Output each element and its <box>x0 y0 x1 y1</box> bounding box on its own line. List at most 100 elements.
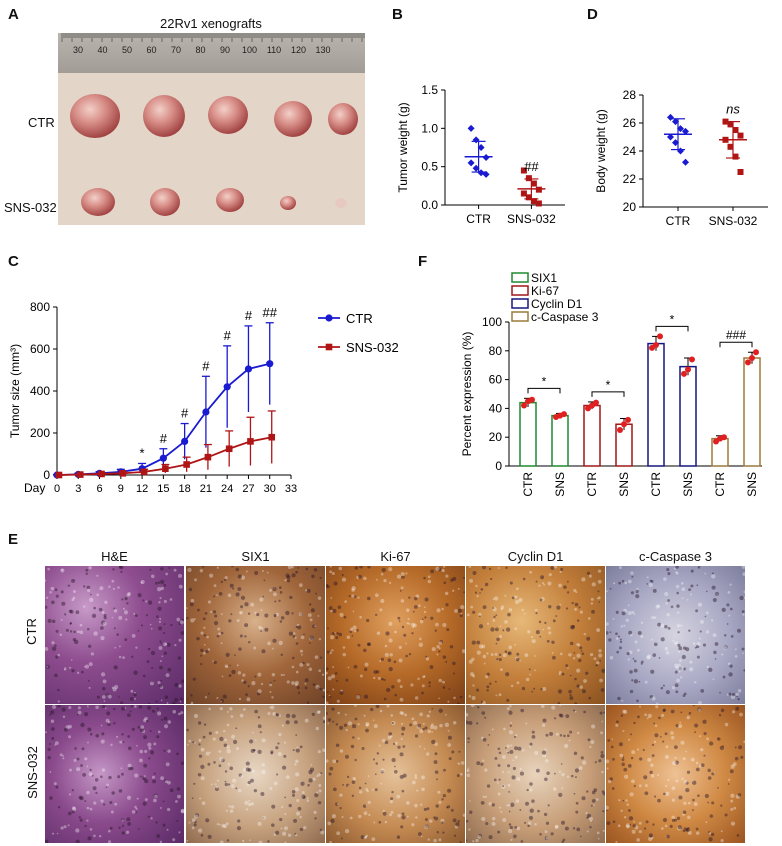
panel-label-a: A <box>8 6 19 23</box>
data-point <box>266 360 274 368</box>
ihc-row-label-sns032: SNS-032 <box>24 746 40 799</box>
y-tick-label: 24 <box>623 144 637 158</box>
legend-label: SIX1 <box>531 271 557 285</box>
y-axis-label: Tumor weight (g) <box>396 102 410 192</box>
legend-label: Ki-67 <box>531 284 559 298</box>
x-tick-label: SNS-032 <box>507 212 556 226</box>
legend-label: c-Caspase 3 <box>531 310 599 324</box>
y-tick-label: 26 <box>623 116 637 130</box>
data-point <box>521 402 527 409</box>
y-axis-label: Body weight (g) <box>595 109 608 192</box>
y-tick-label: 0 <box>43 468 50 482</box>
x-tick-label: CTR <box>521 472 535 497</box>
data-point <box>625 416 631 423</box>
data-point <box>657 333 663 340</box>
data-point <box>140 468 148 476</box>
y-axis-label: Percent expression (%) <box>460 332 474 457</box>
data-point <box>159 454 167 462</box>
data-point <box>561 411 567 418</box>
data-point <box>202 408 210 416</box>
x-tick-label: SNS <box>553 472 567 497</box>
significance-bracket <box>527 387 561 394</box>
data-point <box>268 433 276 441</box>
legend-label: SNS-032 <box>346 340 399 355</box>
data-point <box>745 359 751 366</box>
x-tick-label: CTR <box>649 472 663 497</box>
panel-label-e: E <box>8 531 19 548</box>
ruler-number: 90 <box>220 45 230 55</box>
significance-label: ## <box>262 305 277 320</box>
data-point <box>685 366 691 373</box>
xenograft-title: 22Rv1 xenografts <box>160 16 262 31</box>
data-point <box>467 124 475 132</box>
bar <box>551 414 569 467</box>
x-tick-label: SNS-032 <box>709 214 758 228</box>
ihc-texture <box>606 705 745 843</box>
panel-label-b: B <box>392 6 403 23</box>
data-point <box>223 383 231 391</box>
x-tick-label: 15 <box>157 483 169 495</box>
data-point <box>98 470 105 478</box>
x-tick-label: 18 <box>179 483 191 495</box>
x-tick-label: 24 <box>221 483 233 495</box>
data-point <box>183 461 190 468</box>
data-point <box>247 438 254 445</box>
ihc-image-ctr-0 <box>45 566 184 704</box>
y-tick-label: 600 <box>30 342 50 356</box>
y-axis-label: Tumor size (mm³) <box>8 344 22 438</box>
data-point <box>667 113 674 121</box>
x-tick-label: SNS <box>681 472 695 497</box>
tumor-images <box>70 94 358 216</box>
y-tick-label: 40 <box>489 401 503 415</box>
data-point <box>753 349 759 356</box>
ihc-texture <box>326 566 465 704</box>
ruler-number: 60 <box>146 45 156 55</box>
data-point <box>162 465 169 472</box>
legend-swatch <box>511 311 529 322</box>
y-tick-label: 20 <box>623 200 637 214</box>
x-tick-label: 6 <box>96 483 102 495</box>
y-tick-label: 100 <box>482 315 502 329</box>
x-tick-label: 30 <box>264 483 276 495</box>
x-tick-label: CTR <box>666 214 691 228</box>
sns032-tumors <box>81 188 347 216</box>
data-point <box>535 186 542 193</box>
data-point <box>225 445 233 453</box>
ihc-image-ctr-3 <box>466 566 605 704</box>
ruler: 30 40 50 60 70 80 90 100 110 120 130 <box>58 33 365 73</box>
ihc-texture <box>466 566 605 704</box>
data-point <box>529 396 535 403</box>
data-point <box>244 365 253 373</box>
data-point <box>119 470 127 477</box>
data-point <box>667 133 674 141</box>
x-tick-label: SNS <box>745 472 759 497</box>
data-point <box>737 169 744 175</box>
data-point <box>525 194 532 201</box>
bar <box>519 401 537 467</box>
ruler-number: 100 <box>242 45 257 55</box>
data-point <box>55 471 63 479</box>
ctr-tumors <box>70 94 358 138</box>
y-tick-label: 1.5 <box>421 83 438 97</box>
data-point <box>721 434 727 441</box>
significance-label: ns <box>726 102 740 117</box>
y-tick-label: 60 <box>489 373 503 387</box>
data-point <box>749 355 755 361</box>
ruler-number: 40 <box>97 45 107 55</box>
x-tick-label: CTR <box>466 212 491 226</box>
significance-label: ### <box>726 328 746 342</box>
data-point <box>617 427 623 433</box>
ihc-texture <box>186 566 325 704</box>
percent-expression-chart: 0 20 40 60 80 100 Percent expression (%) SIX1Ki… <box>460 271 762 497</box>
body-weight-chart: 20 22 24 26 28 Body weight (g) CTR SNS-032 ns <box>595 88 768 228</box>
data-point <box>181 437 189 445</box>
legend-swatch <box>511 285 529 296</box>
data-point <box>467 159 475 167</box>
bar <box>743 357 761 467</box>
x-tick-label: 0 <box>54 483 60 495</box>
ihc-texture <box>606 566 745 704</box>
significance-label: # <box>202 358 210 373</box>
ihc-column-label: H&E <box>101 549 128 564</box>
data-point <box>672 118 679 126</box>
x-tick-label: 9 <box>118 483 124 495</box>
